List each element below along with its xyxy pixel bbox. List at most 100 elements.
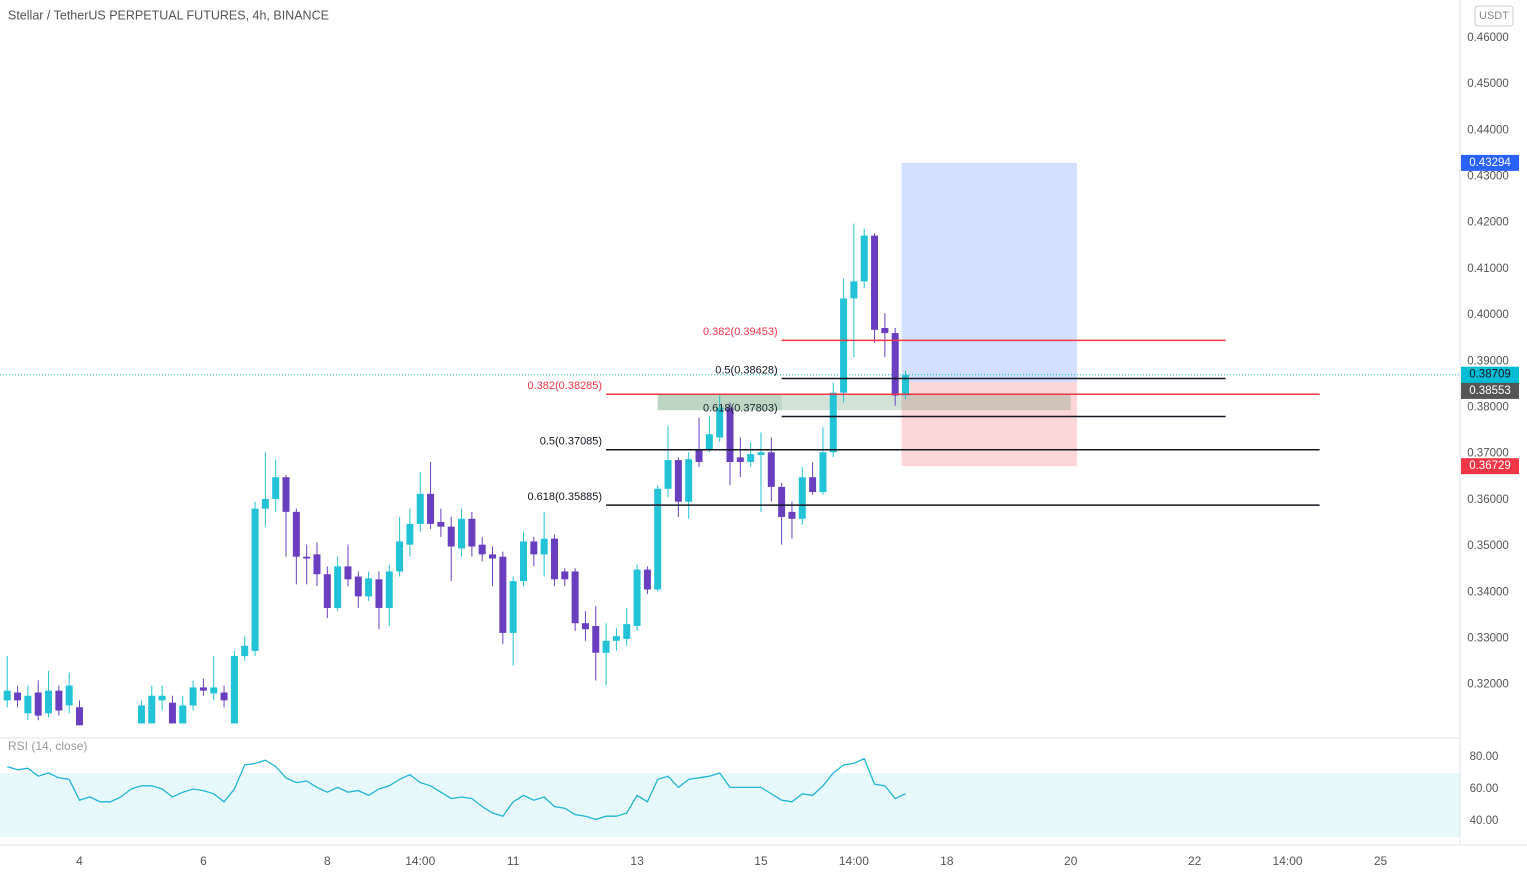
candle-body bbox=[45, 690, 53, 714]
zone-box bbox=[657, 394, 1071, 411]
y-tick-label: 0.35000 bbox=[1467, 540, 1509, 552]
zone-overlay bbox=[657, 394, 782, 411]
candle-body bbox=[55, 690, 63, 711]
candle-body bbox=[3, 690, 11, 701]
candle-body bbox=[210, 687, 218, 694]
rsi-tick-label: 40.00 bbox=[1470, 815, 1499, 827]
y-tick-label: 0.46000 bbox=[1467, 32, 1509, 44]
candle-body bbox=[819, 452, 827, 493]
candle-body bbox=[809, 477, 817, 493]
candle-body bbox=[375, 579, 383, 608]
candle-body bbox=[354, 576, 362, 597]
stop-tag-bg bbox=[1461, 458, 1519, 475]
candle-body bbox=[509, 581, 517, 633]
candle-body bbox=[437, 522, 445, 527]
candle-body bbox=[519, 541, 527, 582]
candle-body bbox=[230, 656, 238, 724]
candle-body bbox=[344, 566, 352, 580]
candle-body bbox=[458, 518, 466, 549]
stop-tag: 0.36729 bbox=[1469, 460, 1511, 472]
currency[interactable]: USDT bbox=[1479, 10, 1509, 22]
fib-label: 0.382(0.38285) bbox=[527, 380, 602, 392]
target-tag-bg bbox=[1461, 154, 1519, 171]
rsi-band bbox=[0, 773, 1460, 837]
candle-body bbox=[695, 449, 703, 462]
rsi-tick-label: 60.00 bbox=[1470, 783, 1499, 795]
x-tick-label: 14:00 bbox=[405, 854, 435, 868]
rsi-tick-label: 80.00 bbox=[1470, 751, 1499, 763]
y-tick-label: 0.33000 bbox=[1467, 632, 1509, 644]
candle-body bbox=[313, 554, 321, 575]
candle-body bbox=[14, 692, 22, 701]
x-tick-label: 11 bbox=[507, 854, 520, 868]
rsi-line bbox=[7, 757, 906, 821]
x-tick-label: 8 bbox=[324, 854, 331, 868]
candle-body bbox=[654, 488, 662, 590]
candle-body bbox=[261, 498, 269, 509]
candle-body bbox=[612, 636, 620, 641]
candle-body bbox=[881, 328, 889, 334]
y-tick-label: 0.40000 bbox=[1467, 309, 1509, 321]
candle-body bbox=[137, 705, 145, 724]
y-tick-label: 0.43000 bbox=[1467, 171, 1509, 183]
candle-body bbox=[168, 702, 176, 724]
candle-body bbox=[272, 477, 280, 499]
candle-body bbox=[757, 452, 765, 456]
y-tick-label: 0.38000 bbox=[1467, 401, 1509, 413]
candle-body bbox=[705, 434, 713, 450]
entry-tag-bg bbox=[1461, 382, 1519, 399]
y-tick-label: 0.42000 bbox=[1467, 217, 1509, 229]
entry-tag: 0.38553 bbox=[1469, 385, 1511, 397]
currency-box[interactable] bbox=[1474, 5, 1514, 27]
candle-body bbox=[499, 556, 507, 633]
candle-body bbox=[674, 460, 682, 502]
candle-body bbox=[24, 695, 32, 714]
candle-body bbox=[902, 375, 910, 396]
candle-body bbox=[561, 571, 569, 580]
candle-body bbox=[592, 625, 600, 653]
x-tick-label: 14:00 bbox=[839, 854, 869, 868]
candle-body bbox=[323, 574, 331, 608]
candle-body bbox=[189, 687, 197, 706]
y-tick-label: 0.36000 bbox=[1467, 494, 1509, 506]
fib-label: 0.618(0.35885) bbox=[527, 491, 602, 503]
candle-body bbox=[540, 538, 548, 555]
candle-body bbox=[726, 407, 734, 462]
y-tick-label: 0.44000 bbox=[1467, 124, 1509, 136]
candle-body bbox=[860, 235, 868, 282]
x-tick-label: 15 bbox=[754, 854, 768, 868]
candle-body bbox=[489, 554, 497, 559]
candle-body bbox=[406, 523, 414, 545]
candle-body bbox=[241, 645, 249, 657]
candle-body bbox=[778, 486, 786, 517]
candle-body bbox=[581, 623, 589, 630]
candle-body bbox=[251, 508, 259, 651]
candle-body bbox=[798, 477, 806, 519]
x-tick-label: 13 bbox=[630, 854, 644, 868]
candle-body bbox=[871, 235, 879, 330]
candle-body bbox=[303, 556, 311, 559]
x-tick-label: 20 bbox=[1064, 854, 1078, 868]
candle-body bbox=[829, 392, 837, 453]
candle-body bbox=[736, 457, 744, 462]
candle-body bbox=[76, 707, 84, 726]
candle-body bbox=[891, 333, 899, 396]
fib-label: 0.5(0.38628) bbox=[715, 364, 777, 376]
y-tick-label: 0.34000 bbox=[1467, 586, 1509, 598]
candle-body bbox=[643, 569, 651, 590]
y-tick-label: 0.37000 bbox=[1467, 448, 1509, 460]
candle-body bbox=[840, 298, 848, 393]
y-tick-label: 0.41000 bbox=[1467, 263, 1509, 275]
x-tick-label: 14:00 bbox=[1273, 854, 1303, 868]
candle-body bbox=[365, 578, 373, 597]
stop-box bbox=[901, 381, 1078, 467]
candle-body bbox=[427, 493, 435, 524]
target-tag: 0.43294 bbox=[1469, 157, 1511, 169]
candle-body bbox=[396, 541, 404, 572]
candle-body bbox=[716, 407, 724, 438]
target-box bbox=[901, 162, 1078, 382]
candle-body bbox=[334, 566, 342, 608]
chart-title: Stellar / TetherUS PERPETUAL FUTURES, 4h… bbox=[8, 8, 329, 22]
candle-body bbox=[767, 452, 775, 487]
